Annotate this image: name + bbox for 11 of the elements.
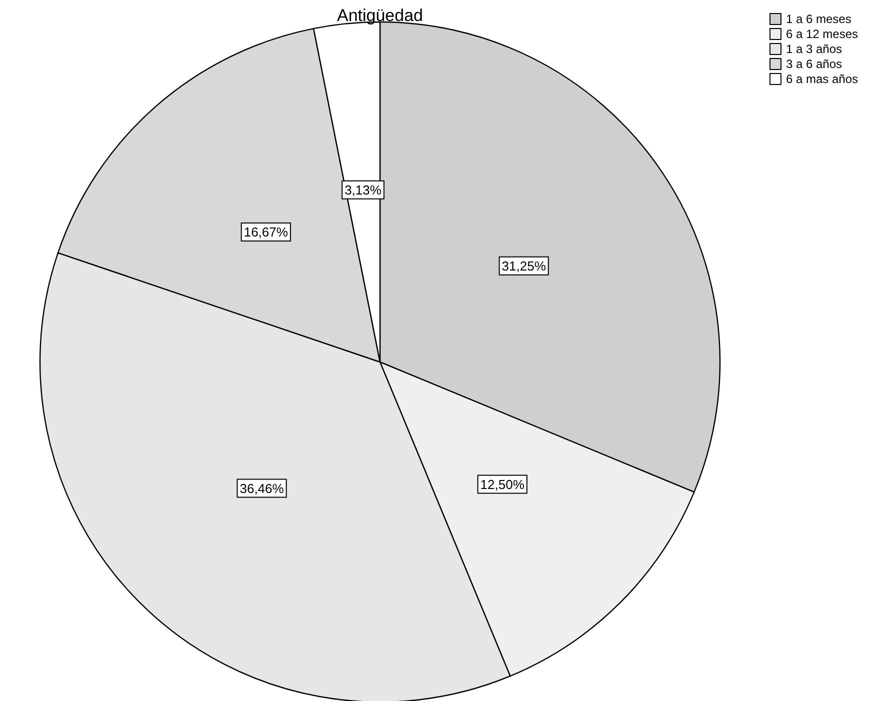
data-label: 12,50% xyxy=(480,476,525,492)
legend-label: 6 a mas años xyxy=(786,72,858,86)
legend-label: 1 a 3 años xyxy=(786,42,842,56)
data-label: 36,46% xyxy=(240,480,284,496)
data-label: 31,25% xyxy=(502,258,546,274)
data-label: 3,13% xyxy=(344,182,382,198)
legend-label: 1 a 6 meses xyxy=(786,12,852,26)
legend-label: 6 a 12 meses xyxy=(786,27,858,41)
chart-title: Antigüedad xyxy=(336,6,424,25)
data-label: 16,67% xyxy=(244,224,288,240)
legend-label: 3 a 6 años xyxy=(786,57,842,71)
